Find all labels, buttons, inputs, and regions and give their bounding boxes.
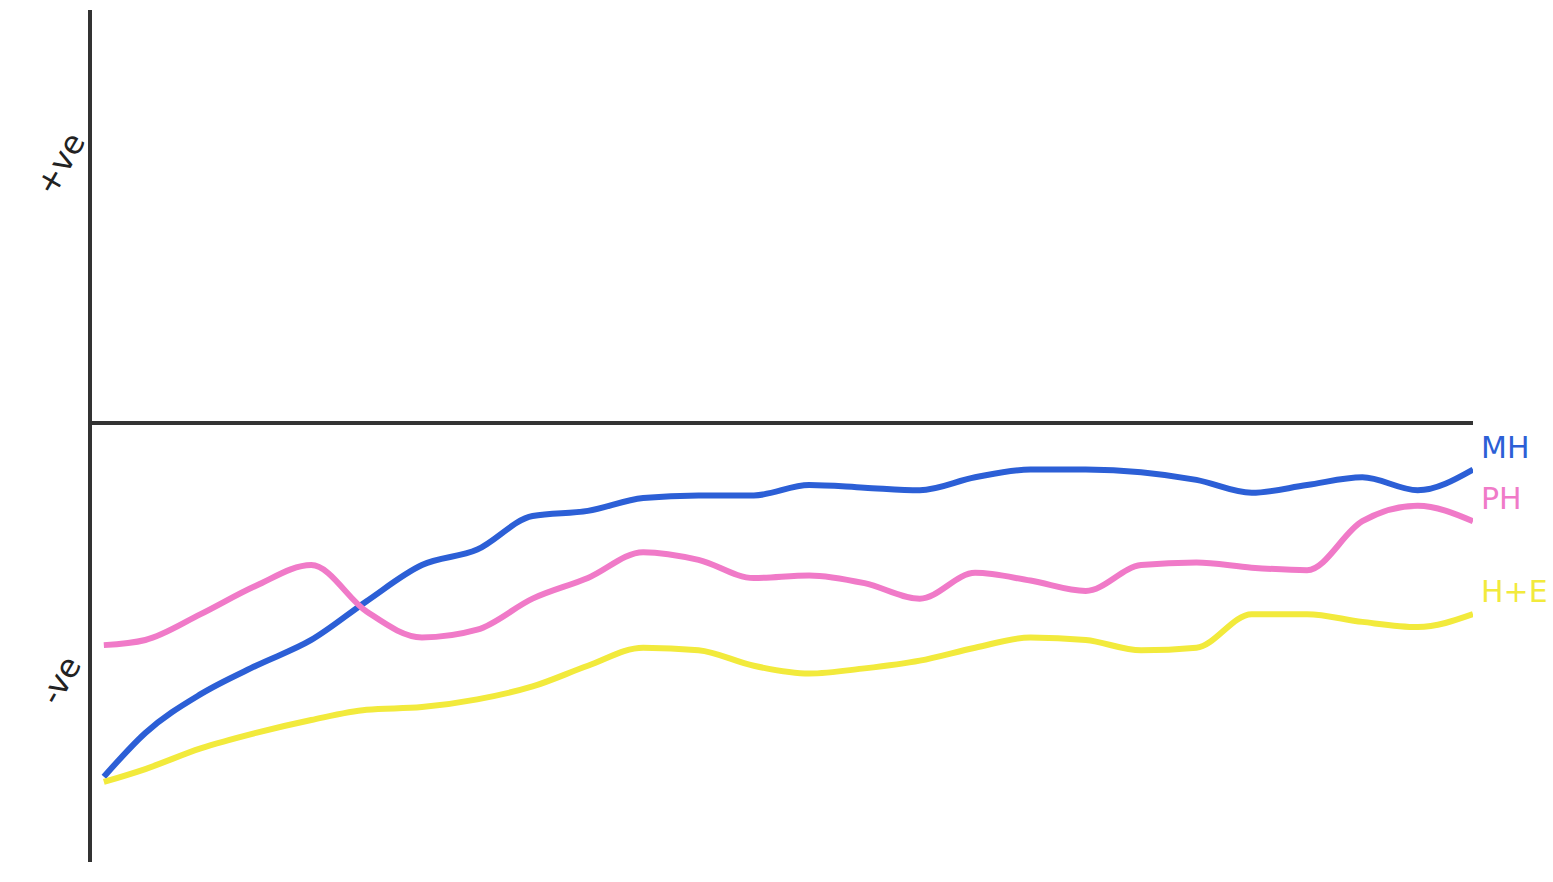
- svg-text:H+E: H+E: [1481, 574, 1548, 609]
- svg-text:-ve: -ve: [31, 649, 89, 711]
- svg-text:PH: PH: [1481, 481, 1522, 516]
- svg-text:MH: MH: [1481, 430, 1529, 465]
- svg-text:+ve: +ve: [27, 126, 93, 202]
